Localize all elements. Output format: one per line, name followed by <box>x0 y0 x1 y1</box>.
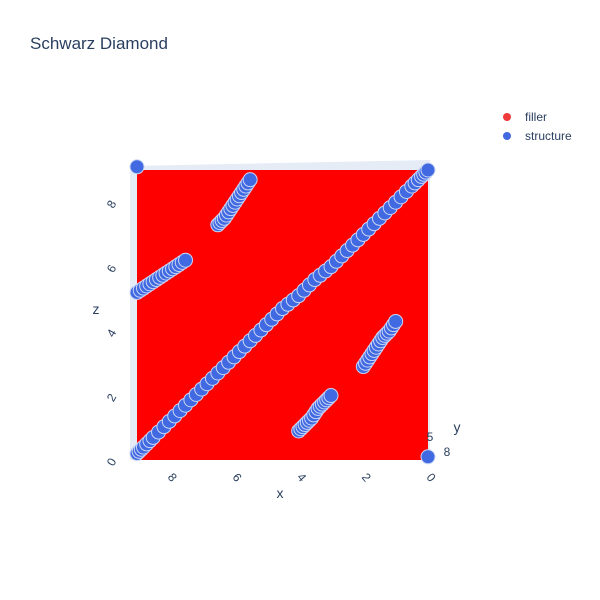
y-axis-title: y <box>454 419 461 435</box>
structure-point <box>323 388 339 404</box>
z-tick-label: 8 <box>104 198 120 211</box>
structure-point <box>420 449 436 465</box>
x-tick-label: 4 <box>294 470 309 484</box>
legend-marker-structure <box>503 131 511 140</box>
y-tick-label: 8 <box>444 445 451 459</box>
x-axis-title: x <box>277 485 284 501</box>
x-tick-label: 2 <box>359 470 374 484</box>
x-tick-label: 0 <box>424 470 439 484</box>
z-tick-label: 0 <box>104 455 120 468</box>
structure-point <box>129 159 145 175</box>
structure-point <box>420 162 436 178</box>
structure-point <box>178 252 193 268</box>
structure-point <box>242 172 258 188</box>
z-tick-label: 4 <box>104 326 120 339</box>
z-tick-label: 2 <box>104 391 120 404</box>
legend-label-filler: filler <box>525 109 548 124</box>
z-tick-label: 6 <box>104 262 120 275</box>
z-axis-title: z <box>93 301 100 317</box>
structure-layer <box>129 159 436 465</box>
x-tick-label: 6 <box>230 470 245 484</box>
structure-point <box>388 313 404 329</box>
legend-marker-filler <box>503 112 511 121</box>
x-tick-label: 8 <box>165 470 180 484</box>
legend-label-structure: structure <box>525 128 572 143</box>
legend-item-structure[interactable]: structure <box>500 126 572 145</box>
legend-item-filler[interactable]: filler <box>500 107 572 126</box>
y-tick-label: 5 <box>427 430 434 444</box>
legend[interactable]: filler structure <box>500 107 572 145</box>
chart-title: Schwarz Diamond <box>30 34 168 53</box>
